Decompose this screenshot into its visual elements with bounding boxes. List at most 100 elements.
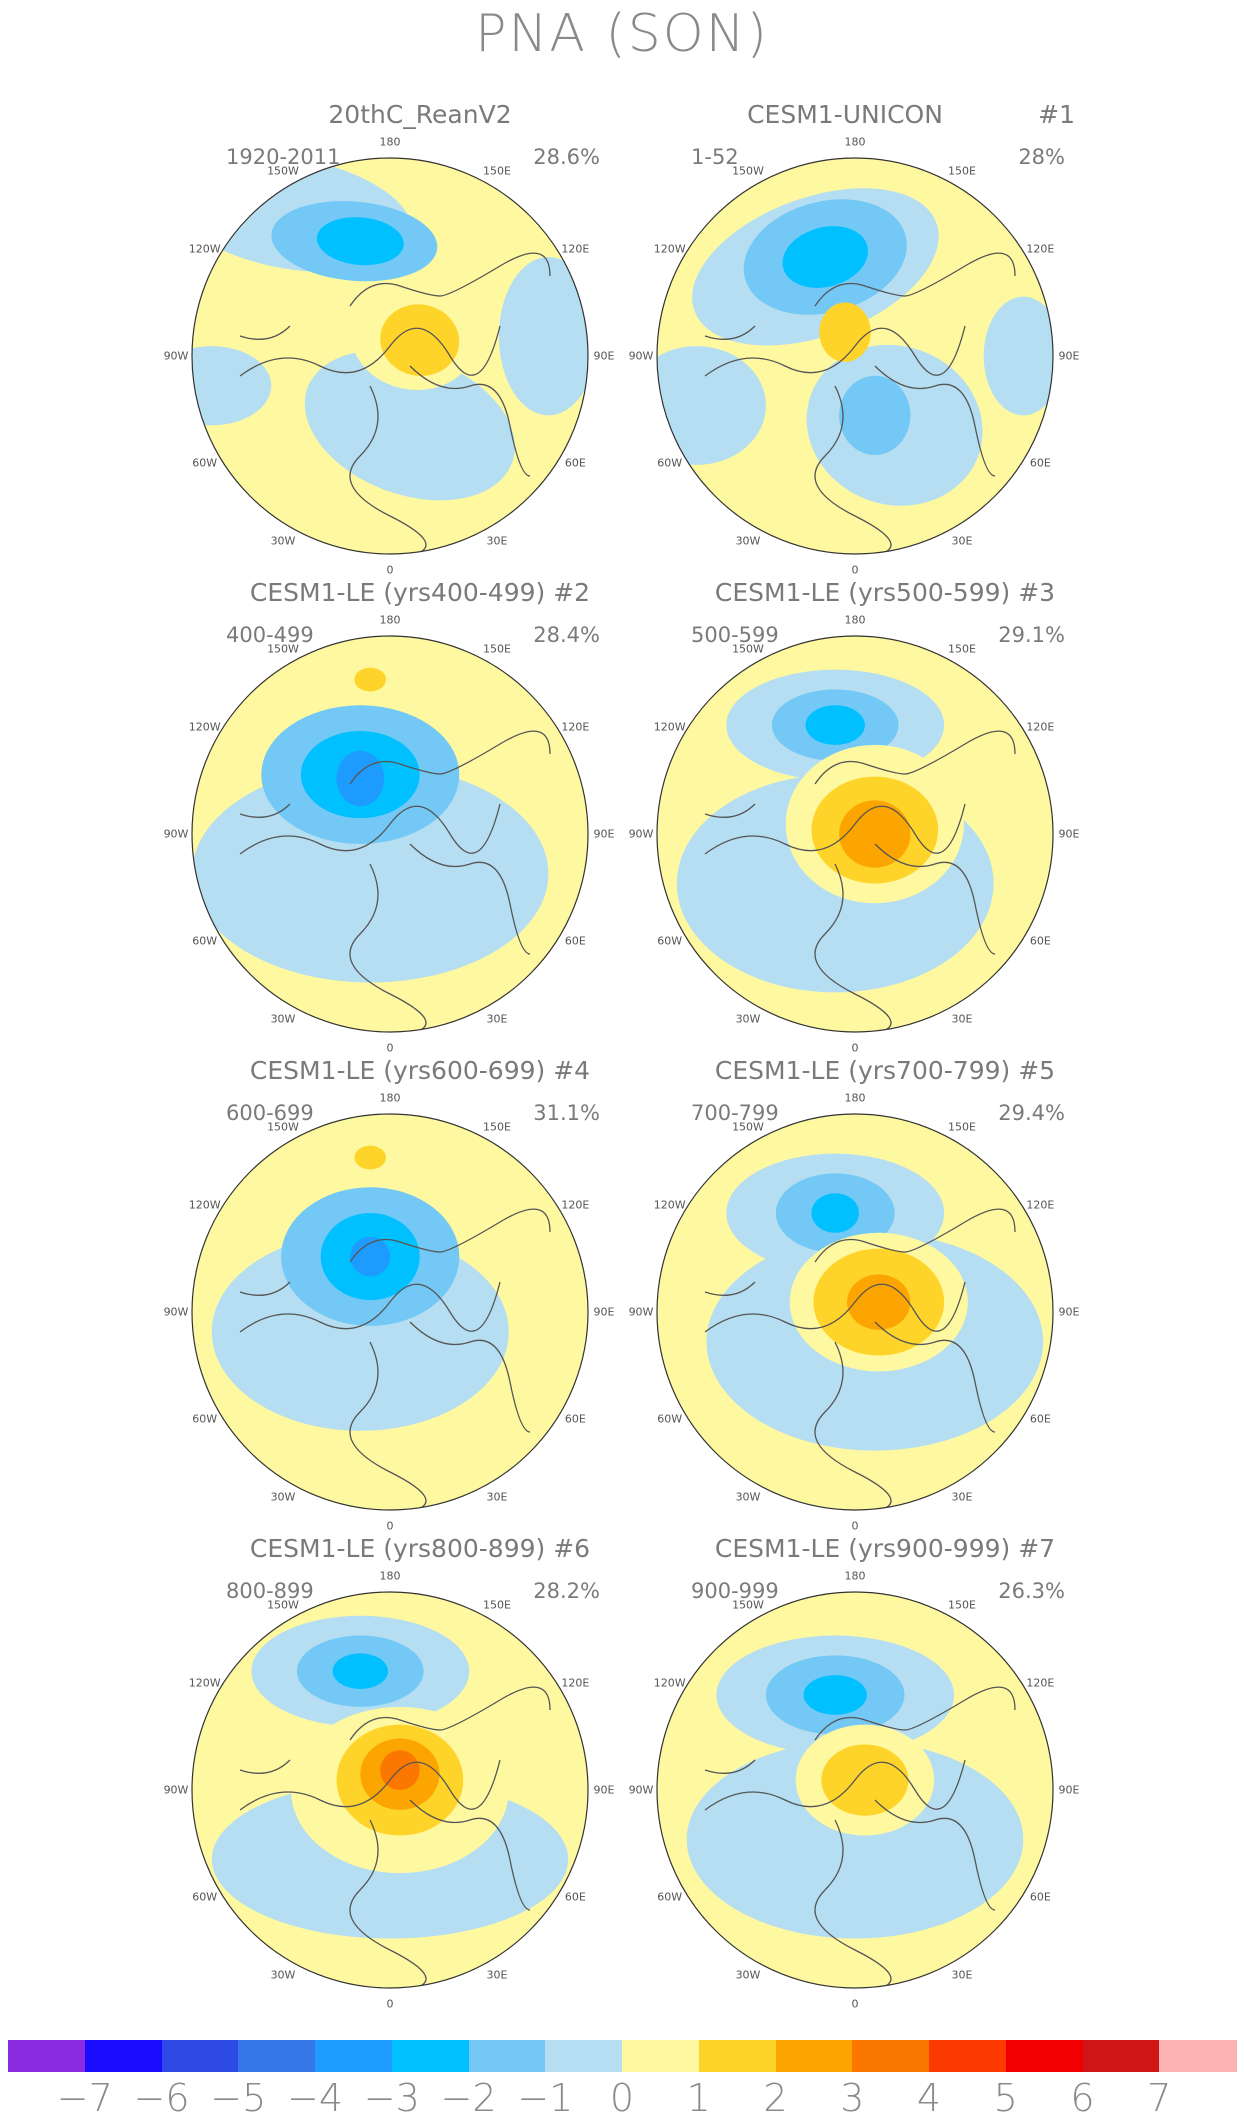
longitude-label: 60E bbox=[564, 934, 586, 948]
longitude-label: 60E bbox=[564, 1890, 586, 1904]
panel-period: 400-499 bbox=[226, 623, 314, 647]
colorbar-swatch bbox=[545, 2040, 623, 2072]
anomaly-contour bbox=[332, 1653, 389, 1690]
panel-period: 900-999 bbox=[691, 1579, 779, 1603]
anomaly-contour bbox=[316, 217, 404, 266]
colorbar-swatch bbox=[238, 2040, 316, 2072]
panel-variance: 28.2% bbox=[533, 1579, 600, 1603]
polar-map bbox=[656, 1113, 1054, 1511]
colorbar-swatch bbox=[698, 2040, 776, 2072]
longitude-label: 60E bbox=[1029, 1412, 1051, 1426]
panel-variance: 26.3% bbox=[998, 1579, 1065, 1603]
map-border bbox=[191, 157, 589, 555]
anomaly-contour bbox=[354, 1145, 387, 1170]
longitude-label: 90W bbox=[163, 1305, 189, 1319]
polar-map bbox=[656, 635, 1054, 1033]
map-panel: CESM1-LE (yrs700-799) #5 700-799 29.4% 180 1… bbox=[629, 1056, 1115, 1534]
colorbar-swatch bbox=[84, 2040, 162, 2072]
colorbar-label: 0 bbox=[609, 2076, 635, 2120]
longitude-label: 90W bbox=[628, 827, 654, 841]
longitude-label: 30E bbox=[951, 1012, 973, 1026]
longitude-label: 0 bbox=[386, 563, 394, 577]
longitude-label: 0 bbox=[386, 1519, 394, 1533]
colorbar-label: 5 bbox=[993, 2076, 1018, 2120]
longitude-label: 120E bbox=[1026, 242, 1055, 256]
map-border bbox=[656, 1113, 1054, 1511]
colorbar-label: 7 bbox=[1147, 2076, 1172, 2120]
panel-title: CESM1-LE (yrs600-699) #4 bbox=[249, 1056, 591, 1085]
longitude-label: 60E bbox=[1029, 1890, 1051, 1904]
longitude-label: 180 bbox=[844, 135, 866, 149]
longitude-label: 30E bbox=[486, 1490, 508, 1504]
longitude-label: 30W bbox=[735, 1968, 761, 1982]
map-border bbox=[656, 157, 1054, 555]
longitude-label: 30E bbox=[951, 1490, 973, 1504]
longitude-label: 30E bbox=[951, 534, 973, 548]
longitude-label: 150W bbox=[267, 642, 299, 656]
longitude-label: 60E bbox=[1029, 934, 1051, 948]
longitude-label: 150E bbox=[483, 1598, 511, 1612]
longitude-label: 150W bbox=[732, 1120, 764, 1134]
longitude-label: 60W bbox=[192, 934, 218, 948]
longitude-label: 150E bbox=[948, 164, 976, 178]
longitude-label: 150W bbox=[267, 164, 299, 178]
polar-map bbox=[191, 157, 589, 555]
longitude-label: 90W bbox=[628, 1305, 654, 1319]
colorbar-label: −2 bbox=[440, 2076, 497, 2120]
longitude-label: 30W bbox=[735, 1012, 761, 1026]
colorbar-label: 6 bbox=[1070, 2076, 1095, 2120]
colorbar-swatch bbox=[468, 2040, 546, 2072]
longitude-label: 180 bbox=[379, 1569, 401, 1583]
map-panel: CESM1-LE (yrs400-499) #2 400-499 28.4% 180 1… bbox=[164, 578, 650, 1056]
longitude-label: 90E bbox=[593, 1783, 615, 1797]
panel-number: #1 bbox=[1038, 100, 1075, 129]
panel-variance: 28.4% bbox=[533, 623, 600, 647]
longitude-label: 60W bbox=[657, 456, 683, 470]
panel-variance: 29.4% bbox=[998, 1101, 1065, 1125]
longitude-label: 60W bbox=[657, 934, 683, 948]
longitude-label: 150E bbox=[948, 1598, 976, 1612]
longitude-label: 120E bbox=[561, 720, 590, 734]
panel-period: 1-52 bbox=[691, 145, 739, 169]
polar-map bbox=[656, 1591, 1054, 1989]
colorbar-label: −3 bbox=[363, 2076, 420, 2120]
longitude-label: 60E bbox=[564, 456, 586, 470]
longitude-label: 30W bbox=[270, 1012, 296, 1026]
longitude-label: 60W bbox=[657, 1890, 683, 1904]
coastline bbox=[239, 252, 551, 554]
longitude-label: 60W bbox=[657, 1412, 683, 1426]
page-title: PNA (SON) bbox=[475, 4, 769, 64]
colorbar-swatch bbox=[161, 2040, 239, 2072]
longitude-label: 120W bbox=[653, 1676, 686, 1690]
panel-title: 20thC_ReanV2 bbox=[328, 100, 512, 129]
longitude-label: 120W bbox=[188, 242, 221, 256]
longitude-label: 180 bbox=[379, 135, 401, 149]
map-panel: CESM1-LE (yrs600-699) #4 600-699 31.1% 180 1… bbox=[164, 1056, 650, 1534]
longitude-label: 150W bbox=[267, 1598, 299, 1612]
map-panel: CESM1-LE (yrs800-899) #6 800-899 28.2% 180 1… bbox=[164, 1534, 650, 2012]
anomaly-contour bbox=[839, 375, 911, 455]
map-panel: CESM1-LE (yrs900-999) #7 900-999 26.3% 180 1… bbox=[629, 1534, 1115, 2012]
longitude-label: 150E bbox=[483, 164, 511, 178]
longitude-label: 150E bbox=[948, 642, 976, 656]
anomaly-contour bbox=[192, 764, 549, 983]
longitude-label: 180 bbox=[844, 1091, 866, 1105]
longitude-label: 150W bbox=[267, 1120, 299, 1134]
longitude-label: 150E bbox=[483, 1120, 511, 1134]
longitude-label: 30W bbox=[735, 1490, 761, 1504]
longitude-label: 90W bbox=[628, 1783, 654, 1797]
anomaly-contour bbox=[805, 705, 865, 745]
longitude-label: 150E bbox=[948, 1120, 976, 1134]
longitude-label: 90E bbox=[1058, 349, 1080, 363]
longitude-label: 120E bbox=[1026, 1676, 1055, 1690]
longitude-label: 90W bbox=[163, 349, 189, 363]
longitude-label: 90E bbox=[1058, 1305, 1080, 1319]
map-panel: CESM1-UNICON #1 1-52 28% 180 150E 120E 90E 60E 30… bbox=[629, 100, 1115, 578]
anomaly-contour bbox=[782, 226, 869, 288]
longitude-label: 120W bbox=[188, 1676, 221, 1690]
longitude-label: 120W bbox=[653, 242, 686, 256]
colorbar-swatch bbox=[1005, 2040, 1083, 2072]
longitude-label: 180 bbox=[379, 613, 401, 627]
longitude-label: 0 bbox=[386, 1041, 394, 1055]
longitude-label: 30E bbox=[486, 1012, 508, 1026]
